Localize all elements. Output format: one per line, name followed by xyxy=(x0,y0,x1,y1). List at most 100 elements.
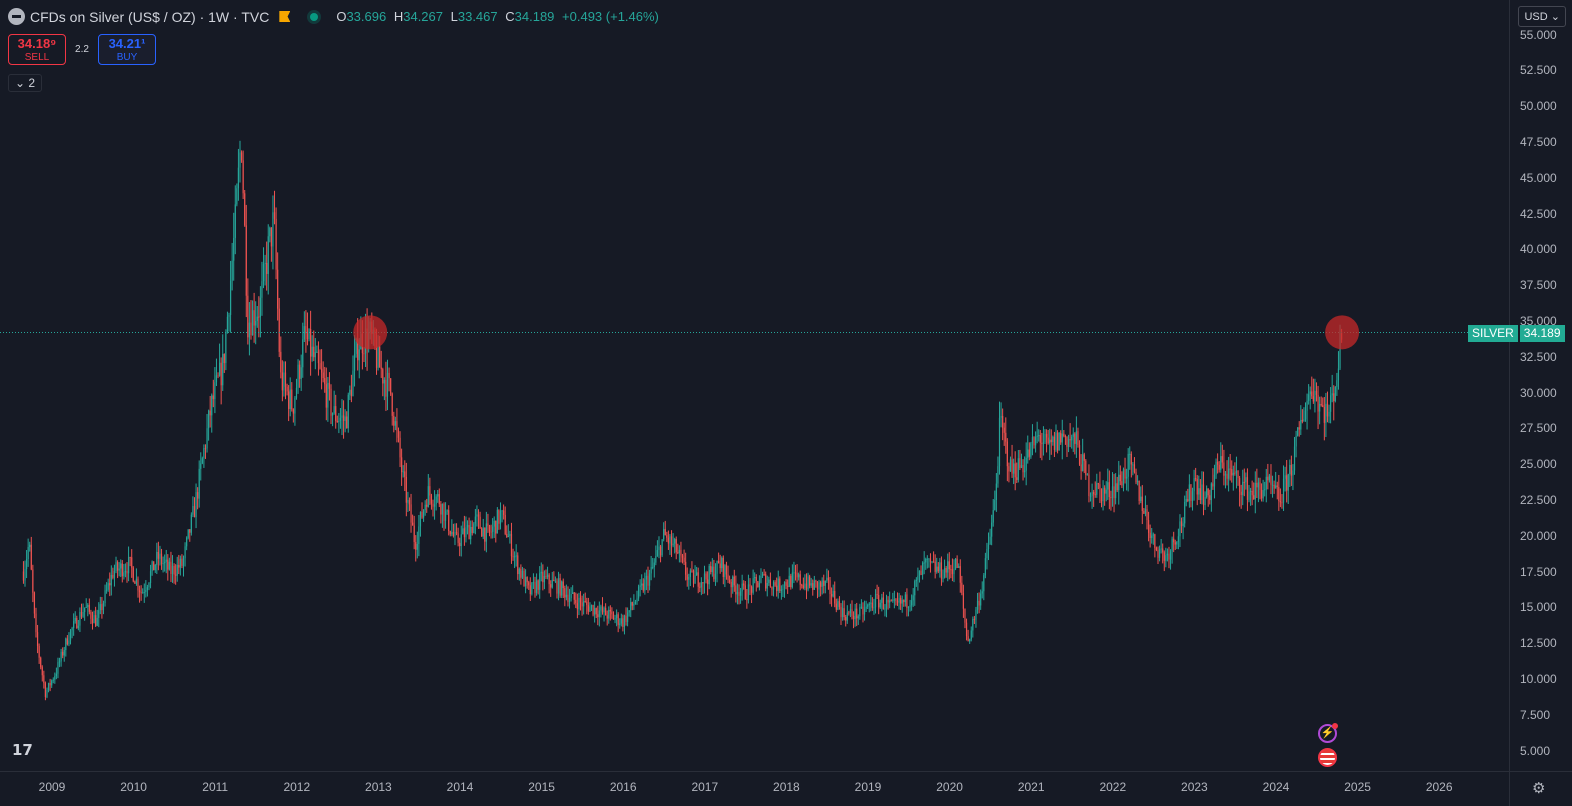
candle xyxy=(415,535,417,562)
candle xyxy=(874,589,877,614)
candle xyxy=(937,562,939,574)
events-lightning-icon[interactable]: ⚡ xyxy=(1318,723,1338,743)
candle xyxy=(1271,475,1274,498)
chevron-down-icon: ⌄ xyxy=(15,76,26,90)
candle xyxy=(537,579,539,595)
candle xyxy=(393,411,395,433)
candlestick-chart[interactable] xyxy=(0,0,1509,771)
candle xyxy=(1160,538,1162,554)
indicators-toggle[interactable]: ⌄ 2 xyxy=(8,74,43,92)
candle xyxy=(1308,384,1310,405)
candle xyxy=(1224,470,1227,489)
candle xyxy=(85,598,87,609)
candle xyxy=(1113,473,1115,513)
currency-select[interactable]: USD ⌄ xyxy=(1518,6,1566,27)
candle xyxy=(41,665,43,682)
candle xyxy=(703,565,706,594)
candle xyxy=(250,300,252,340)
tradingview-logo[interactable]: 17 xyxy=(12,741,33,759)
candle xyxy=(857,614,859,625)
candle xyxy=(1242,469,1244,506)
candle xyxy=(943,559,946,579)
flag-icon[interactable] xyxy=(279,11,291,22)
candle xyxy=(435,494,437,511)
symbol-title[interactable]: CFDs on Silver (US$ / OZ) · 1W · TVC xyxy=(30,8,270,25)
candle xyxy=(1031,424,1034,456)
candle xyxy=(1309,386,1311,410)
candle xyxy=(437,489,439,503)
candle xyxy=(907,606,910,617)
candle xyxy=(399,431,401,468)
candle xyxy=(1030,441,1032,459)
candle xyxy=(1223,449,1225,486)
candle xyxy=(482,518,484,540)
candle xyxy=(1154,533,1156,558)
candle xyxy=(1024,456,1026,478)
candle xyxy=(1237,470,1239,486)
candle xyxy=(258,296,260,338)
candle xyxy=(887,596,889,610)
candle xyxy=(57,657,59,679)
chart-plot-area[interactable] xyxy=(0,0,1509,771)
candle xyxy=(317,341,320,376)
us-economic-event-icon[interactable] xyxy=(1318,748,1337,767)
buy-button[interactable]: 34.21¹ BUY xyxy=(98,34,156,65)
candle xyxy=(466,520,469,535)
candle xyxy=(722,555,724,585)
sell-button[interactable]: 34.18⁹ SELL xyxy=(8,34,66,65)
candle xyxy=(1173,531,1175,553)
candle xyxy=(787,579,789,594)
candle xyxy=(989,528,991,545)
candle xyxy=(427,474,429,508)
candle xyxy=(164,554,166,572)
candle xyxy=(1093,489,1095,507)
candle xyxy=(1091,483,1093,509)
candle xyxy=(1080,454,1082,480)
candle xyxy=(468,517,470,540)
candle xyxy=(856,602,858,627)
candle xyxy=(261,261,263,316)
candle xyxy=(793,561,795,584)
candle xyxy=(1017,449,1019,483)
candle xyxy=(1133,457,1136,474)
candle xyxy=(659,544,662,563)
candle xyxy=(91,611,94,630)
candle xyxy=(118,562,120,577)
candle xyxy=(608,606,610,624)
candle xyxy=(1083,452,1085,474)
time-tick-label: 2022 xyxy=(1099,780,1127,794)
candle xyxy=(1231,460,1233,483)
settings-gear-icon[interactable]: ⚙ xyxy=(1532,780,1546,797)
candle xyxy=(848,610,850,616)
candle xyxy=(405,462,407,517)
candle xyxy=(459,537,461,557)
candle xyxy=(401,448,403,486)
candle xyxy=(154,563,156,573)
candle xyxy=(1126,468,1128,491)
candle xyxy=(465,516,467,543)
price-tick-label: 22.500 xyxy=(1520,492,1557,507)
candle xyxy=(950,564,952,579)
candle xyxy=(920,565,922,576)
time-axis[interactable]: 2009 2010 2011 2012 2013 2014 2015 2016 2017 2018… xyxy=(0,771,1509,806)
candle xyxy=(925,557,927,570)
candle xyxy=(873,598,875,615)
candle xyxy=(1249,487,1252,506)
candle xyxy=(556,578,558,599)
candle xyxy=(947,553,949,582)
candle xyxy=(523,568,525,587)
candle xyxy=(446,509,448,515)
price-axis[interactable]: 5.000 7.500 10.000 12.500 15.000 17.500 20.000… xyxy=(1509,0,1572,771)
candle xyxy=(509,530,511,544)
candle xyxy=(959,559,961,593)
candle xyxy=(801,583,803,589)
price-tick-label: 50.000 xyxy=(1520,99,1557,114)
candle xyxy=(884,604,886,617)
candle xyxy=(1045,429,1048,453)
candle xyxy=(432,499,434,517)
candle xyxy=(142,588,144,594)
candle xyxy=(506,525,508,538)
candle xyxy=(841,600,844,621)
ohlc-values: O33.696 H34.267 L33.467 C34.189 +0.493 (… xyxy=(336,9,659,24)
candle xyxy=(383,377,385,401)
